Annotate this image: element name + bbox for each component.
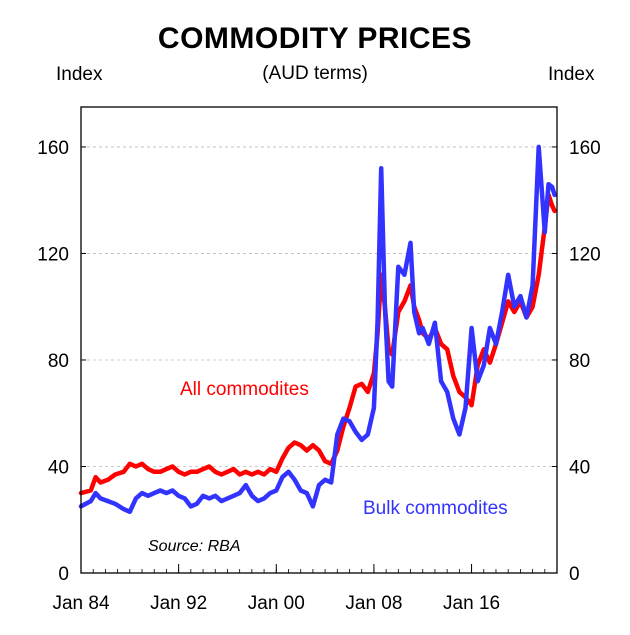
y-tick-label-left-120: 120: [37, 244, 69, 265]
y-axis-label-right: Index: [548, 64, 595, 85]
plot-frame: [80, 106, 558, 574]
y-tick-label-right-40: 40: [569, 457, 590, 478]
x-tick-label-2016: Jan 16: [443, 593, 500, 614]
y-tick-label-left-0: 0: [58, 564, 69, 585]
axes: 0 0 40 40 80 80 120 120 160 160 Jan 84 Jan 92 Jan 00…: [37, 138, 600, 614]
y-tick-label-right-80: 80: [569, 351, 590, 372]
y-axis-label-left: Index: [56, 64, 103, 85]
series-label-all-commodities: All commodites: [180, 379, 309, 400]
series-line-bulk-commodities: [78, 144, 557, 515]
series-lines: [78, 144, 557, 515]
gridlines: [81, 146, 557, 467]
series-line-all-commodities: [78, 192, 557, 496]
x-tick-label-2008: Jan 08: [345, 593, 402, 614]
y-tick-label-right-120: 120: [569, 244, 601, 265]
chart-title: COMMODITY PRICES: [157, 22, 473, 55]
x-tick-label-2000: Jan 00: [248, 593, 305, 614]
chart-subtitle: (AUD terms): [262, 63, 368, 84]
source-note: Source: RBA: [148, 538, 240, 555]
y-tick-label-right-0: 0: [569, 564, 580, 585]
y-tick-label-right-160: 160: [569, 138, 601, 159]
y-tick-label-left-160: 160: [37, 138, 69, 159]
x-tick-label-1984: Jan 84: [52, 593, 109, 614]
y-tick-label-left-80: 80: [48, 351, 69, 372]
series-label-bulk-commodities: Bulk commodites: [363, 498, 508, 519]
y-tick-label-left-40: 40: [48, 457, 69, 478]
x-tick-label-1992: Jan 92: [150, 593, 207, 614]
